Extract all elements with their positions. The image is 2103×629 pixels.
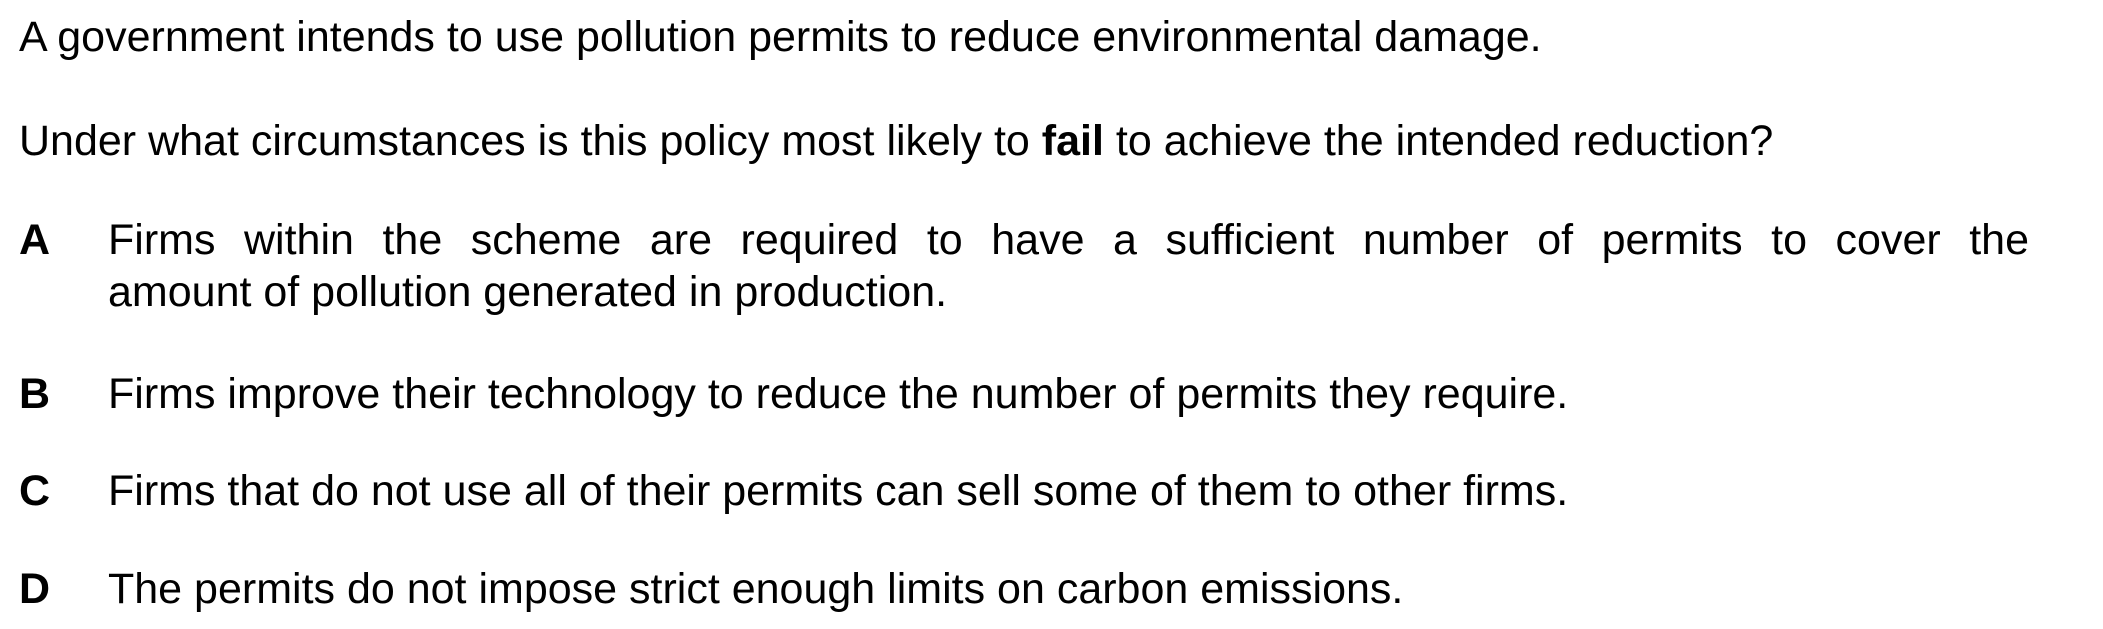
question-prompt-emphasis: fail [1041, 117, 1104, 165]
option-text: Firms that do not use all of their permi… [108, 467, 1569, 515]
option-text-line: amount of pollution generated in product… [108, 268, 948, 316]
question-prompt: Under what circumstances is this policy … [19, 115, 1773, 167]
question-prompt-text-start: Under what circumstances is this policy … [19, 117, 1042, 165]
option-text-line: Firms within the scheme are required to … [108, 216, 2029, 264]
option-text: Firms within the scheme are required to … [108, 214, 2029, 318]
option-letter: D [19, 565, 51, 613]
question-intro: A government intends to use pollution pe… [19, 11, 1542, 63]
option-letter: B [19, 370, 51, 418]
option-letter: A [19, 216, 51, 264]
question-prompt-text-end: to achieve the intended reduction? [1103, 117, 1774, 165]
question-intro-text: A government intends to use pollution pe… [19, 13, 1542, 61]
option-letter: C [19, 467, 51, 515]
option-text: Firms improve their technology to reduce… [108, 370, 1569, 418]
option-text: The permits do not impose strict enough … [108, 565, 1404, 613]
